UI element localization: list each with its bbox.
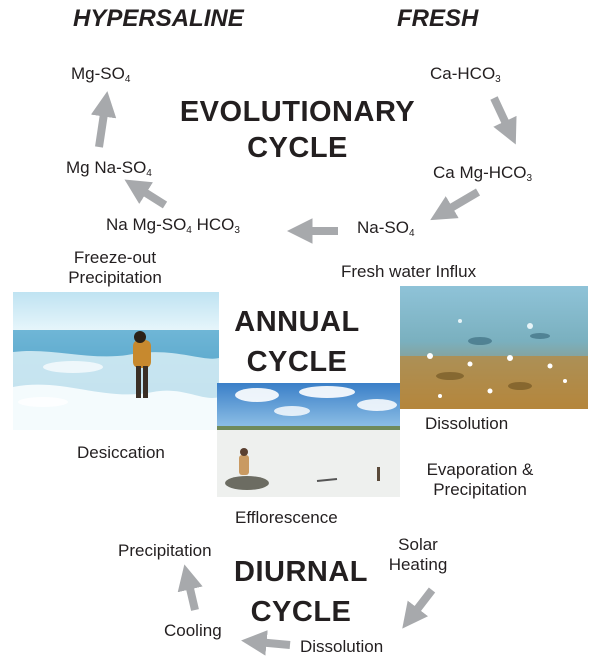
solar-heating-label: Solar Heating xyxy=(388,535,448,574)
node-na-mg-so4-hco3: Na Mg-SO4 HCO3 xyxy=(106,215,240,236)
annual-title-line1: ANNUAL xyxy=(234,306,360,338)
diurnal-title-line1: DIURNAL xyxy=(234,556,368,588)
node-ca-mg-hco3: Ca Mg-HCO3 xyxy=(433,163,533,184)
efflorescence-label: Efflorescence xyxy=(235,508,338,527)
node-na-so4: Na-SO4 xyxy=(357,218,415,239)
diurnal-dissolution-label: Dissolution xyxy=(300,637,384,656)
freeze-out-label: Freeze-out Precipitation xyxy=(68,248,162,287)
evaporation-label: Evaporation & Precipitation xyxy=(426,460,534,499)
node-mg-na-so4: Mg Na-SO4 xyxy=(66,158,152,179)
annual-dissolution-label: Dissolution xyxy=(425,414,509,433)
efflorescence-photo xyxy=(217,383,400,497)
arrow-mg-na-so4-to-mg-so4 xyxy=(90,91,117,148)
evolutionary-title-line2: CYCLE xyxy=(247,132,348,164)
fresh-water-influx-label: Fresh water Influx xyxy=(341,262,477,281)
diurnal-title: DIURNAL CYCLE xyxy=(226,556,376,628)
cooling-label: Cooling xyxy=(164,621,222,640)
annual-title: ANNUAL CYCLE xyxy=(222,306,372,378)
evolutionary-title-line1: EVOLUTIONARY xyxy=(179,96,416,128)
fresh-water-photo xyxy=(400,286,588,409)
arrow-ca-mg-hco3-to-na-so4 xyxy=(430,188,481,221)
arrow-dissolution-to-cooling xyxy=(241,630,291,656)
node-mg-so4: Mg-SO4 xyxy=(71,64,131,85)
evolutionary-title: EVOLUTIONARY CYCLE xyxy=(160,96,435,164)
diurnal-precipitation-label: Precipitation xyxy=(118,541,212,560)
hypersaline-header: HYPERSALINE xyxy=(73,5,244,32)
node-ca-hco3: Ca-HCO3 xyxy=(430,64,501,85)
arrow-cooling-to-precipitation xyxy=(177,564,203,611)
annual-title-line2: CYCLE xyxy=(246,346,348,378)
desiccation-label: Desiccation xyxy=(77,443,165,462)
arrow-ca-hco3-to-ca-mg-hco3 xyxy=(490,96,517,145)
freeze-out-photo xyxy=(13,292,219,430)
arrow-solar-to-dissolution xyxy=(402,587,436,629)
diurnal-title-line2: CYCLE xyxy=(250,596,352,628)
arrow-na-mg-so4-to-mg-na-so4 xyxy=(124,179,168,209)
fresh-header: FRESH xyxy=(397,5,479,32)
